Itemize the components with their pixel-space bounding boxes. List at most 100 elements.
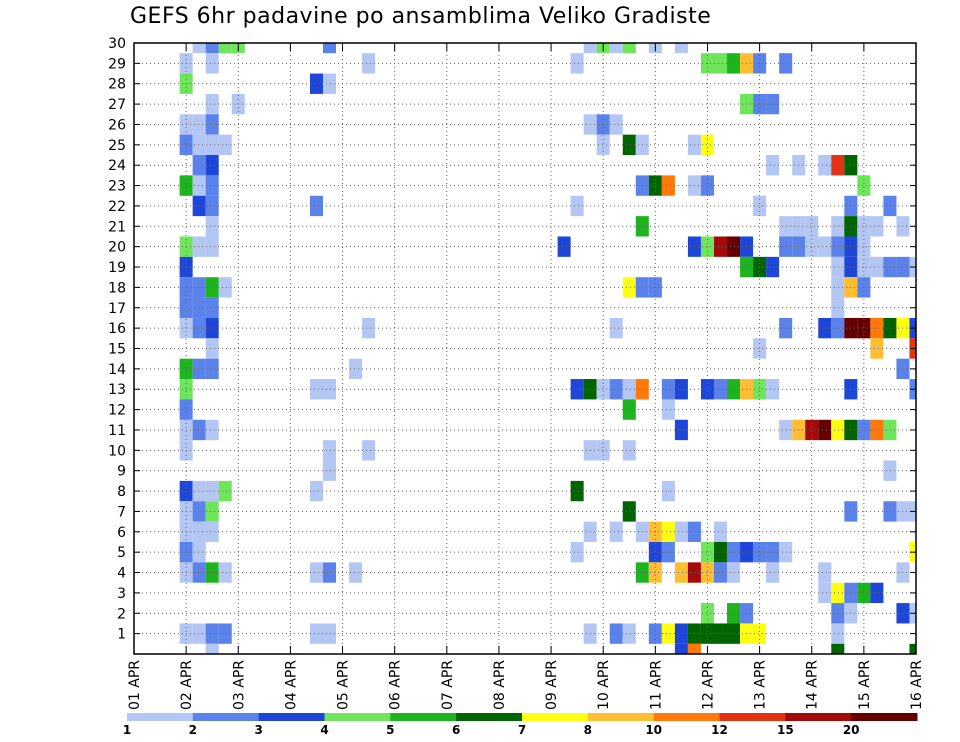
heatmap-cell: [309, 480, 323, 502]
heatmap-cell: [622, 501, 636, 522]
heatmap-cell: [805, 419, 819, 441]
heatmap-cell: [205, 277, 219, 298]
heatmap-cell: [883, 195, 897, 217]
dotted-grid: [133, 42, 917, 654]
heatmap-cell: [857, 317, 871, 339]
colorbar-label: 5: [386, 723, 394, 737]
y-tick-label: 18: [108, 280, 126, 296]
heatmap-cell: [205, 93, 219, 115]
heatmap-cell: [192, 501, 206, 522]
heatmap-cell: [661, 399, 675, 420]
colorbar-swatch: [390, 713, 457, 721]
heatmap-cell: [192, 134, 206, 156]
heatmap-cell: [205, 134, 219, 156]
colorbar-swatch: [127, 713, 194, 721]
heatmap-cell: [622, 440, 636, 461]
heatmap-cell: [596, 379, 610, 400]
heatmap-cell: [192, 277, 206, 298]
heatmap-cell: [883, 256, 897, 278]
heatmap-cell: [205, 53, 219, 74]
heatmap-cell: [818, 155, 832, 176]
heatmap-cell: [309, 562, 323, 583]
heatmap-cell: [362, 317, 376, 339]
heatmap-cell: [192, 419, 206, 441]
heatmap-cell: [870, 256, 884, 278]
heatmap-cell: [583, 43, 597, 54]
heatmap-cell: [883, 460, 897, 481]
heatmap-cell: [622, 134, 636, 156]
heatmap-cell: [753, 338, 767, 359]
heatmap-cell: [205, 297, 219, 318]
heatmap-cell: [700, 541, 714, 563]
heatmap-cell: [713, 562, 728, 583]
y-tick-label: 30: [108, 36, 126, 52]
x-tick-label: 09 APR: [544, 660, 560, 710]
heatmap-cell: [700, 236, 714, 257]
colorbar-swatch: [785, 713, 852, 721]
y-tick-label: 17: [108, 301, 126, 317]
y-tick-label: 25: [108, 138, 126, 154]
heatmap-cell: [218, 480, 232, 502]
heatmap-cell: [322, 623, 337, 644]
y-tick-label: 12: [108, 403, 126, 419]
heatmap-cell: [870, 216, 884, 237]
heatmap-cell: [622, 379, 636, 400]
heatmap-cell: [805, 216, 819, 237]
heatmap-cell: [218, 562, 232, 583]
colorbar-label: 15: [777, 723, 794, 737]
heatmap-cell: [870, 317, 884, 339]
heatmap-cell: [818, 562, 832, 583]
heatmap-cell: [609, 623, 623, 644]
heatmap-cell: [727, 53, 741, 74]
heatmap-cell: [779, 541, 793, 563]
heatmap-cell: [713, 236, 728, 257]
heatmap-cell: [766, 93, 780, 115]
heatmap-cell: [322, 562, 337, 583]
x-tick-label: 10 APR: [596, 660, 612, 710]
heatmap-cell: [883, 501, 897, 522]
y-tick-label: 5: [117, 545, 126, 561]
heatmap-cell: [322, 379, 337, 400]
heatmap-cell: [687, 643, 701, 654]
heatmap-cell: [766, 256, 780, 278]
y-tick-label: 27: [108, 97, 126, 113]
heatmap-cell: [766, 541, 780, 563]
heatmap-cell: [674, 521, 688, 542]
heatmap-cell: [766, 562, 780, 583]
heatmap-cell: [805, 236, 819, 257]
heatmap-cell: [205, 317, 219, 339]
heatmap-cell: [205, 43, 219, 54]
heatmap-cell: [205, 419, 219, 441]
heatmap-cell: [192, 155, 206, 176]
heatmap-cell: [609, 521, 623, 542]
heatmap-cell: [766, 379, 780, 400]
heatmap-cell: [218, 43, 232, 54]
heatmap-cell: [570, 53, 584, 74]
heatmap-cell: [766, 155, 780, 176]
colorbar-swatch: [456, 713, 523, 721]
heatmap-cell: [596, 440, 610, 461]
heatmap-cell: [753, 379, 767, 400]
heatmap-cell: [661, 521, 675, 542]
heatmap-cell: [818, 317, 832, 339]
heatmap-cell: [870, 338, 884, 359]
y-tick-label: 13: [108, 382, 126, 398]
heatmap-cell: [609, 114, 623, 135]
colorbar-label: 20: [843, 723, 860, 737]
heatmap-cell: [205, 236, 219, 257]
heatmap-cell: [205, 216, 219, 237]
heatmap-cell: [700, 134, 714, 156]
heatmap-cell: [779, 53, 793, 74]
heatmap-cell: [753, 93, 767, 115]
heatmap-cell: [857, 419, 871, 441]
heatmap-cell: [322, 460, 337, 481]
x-tick-label: 07 APR: [440, 660, 456, 710]
heatmap-cell: [831, 643, 845, 654]
y-tick-label: 22: [108, 199, 126, 215]
colorbar-label: 8: [584, 723, 592, 737]
heatmap-cell: [192, 541, 206, 563]
y-tick-label: 26: [108, 117, 126, 133]
heatmap-cell: [753, 623, 767, 644]
heatmap-cell: [205, 195, 219, 217]
